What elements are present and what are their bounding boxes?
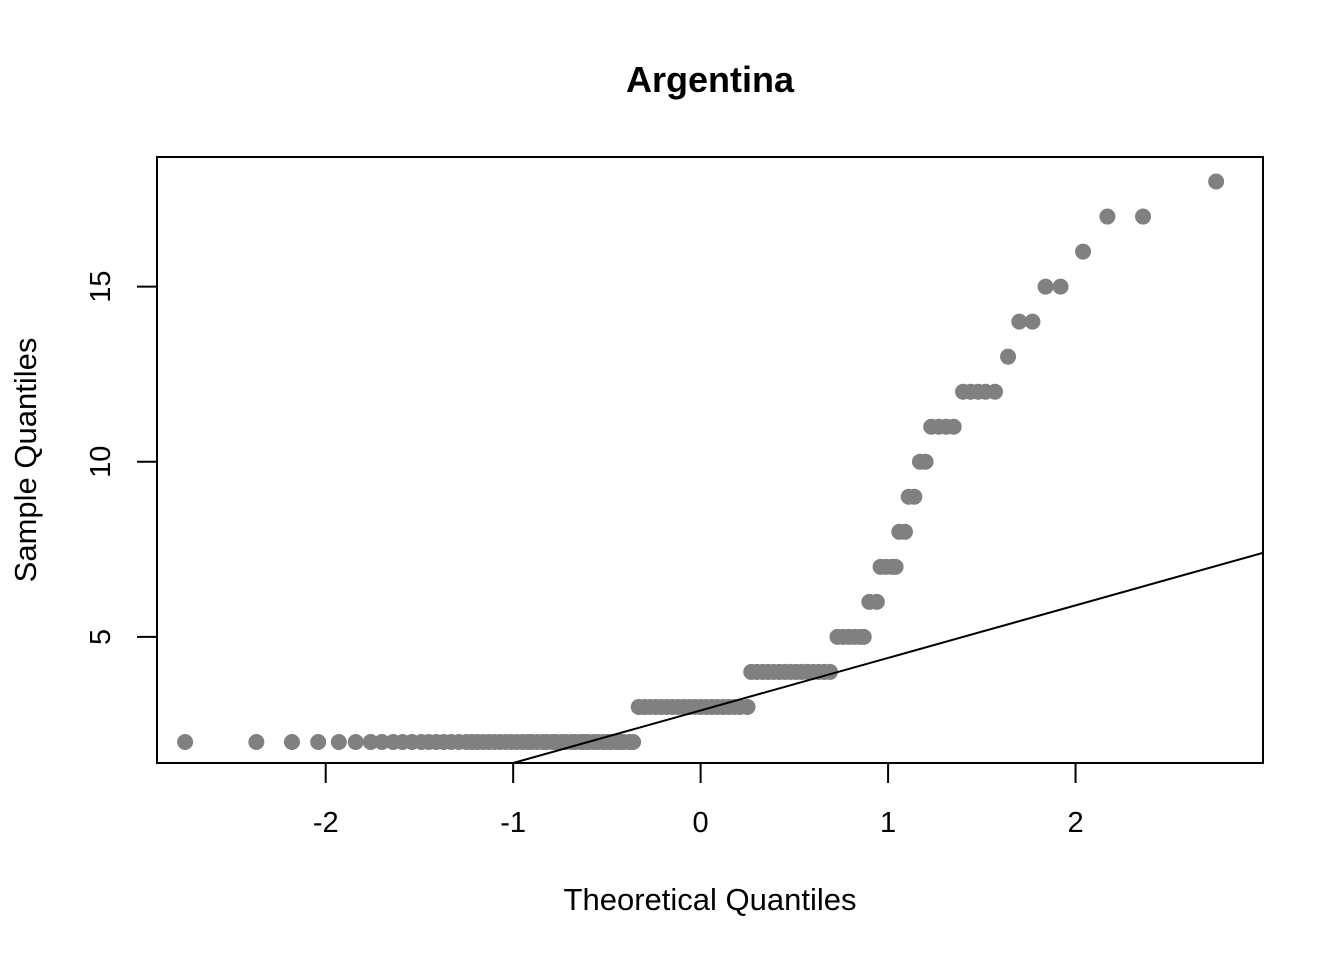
data-point — [177, 733, 194, 750]
data-point — [868, 593, 885, 610]
data-point — [1024, 313, 1041, 330]
x-tick-label: -1 — [500, 807, 526, 839]
y-tick-label: 15 — [85, 270, 117, 302]
data-point — [917, 453, 934, 470]
data-point — [625, 733, 642, 750]
data-point — [283, 733, 300, 750]
data-point — [945, 418, 962, 435]
data-point — [1052, 278, 1069, 295]
x-tick-label: 2 — [1067, 807, 1083, 839]
data-point — [1099, 208, 1116, 225]
data-point — [1135, 208, 1152, 225]
x-axis: -2 -1 0 1 2 — [313, 763, 1084, 839]
data-point — [310, 733, 327, 750]
data-point — [1208, 173, 1225, 190]
y-axis-label: Sample Quantiles — [8, 338, 43, 583]
x-axis-label: Theoretical Quantiles — [564, 882, 857, 917]
plot-frame — [156, 156, 1264, 764]
y-axis: 5 10 15 — [85, 270, 157, 645]
data-point — [1075, 243, 1092, 260]
data-point — [739, 698, 756, 715]
data-point — [248, 733, 265, 750]
data-point — [906, 488, 923, 505]
data-point — [1011, 313, 1028, 330]
x-tick-label: 0 — [693, 807, 709, 839]
reference-line-layer — [509, 551, 1263, 763]
data-point — [362, 733, 379, 750]
data-point — [1037, 278, 1054, 295]
data-point — [347, 733, 364, 750]
data-point — [887, 558, 904, 575]
data-point — [330, 733, 347, 750]
y-tick-label: 5 — [85, 629, 117, 645]
y-tick-label: 10 — [85, 446, 117, 478]
x-tick-label: -2 — [313, 807, 339, 839]
chart-title: Argentina — [626, 59, 795, 100]
data-point — [896, 523, 913, 540]
points-layer — [177, 173, 1225, 750]
x-tick-label: 1 — [880, 807, 896, 839]
data-point — [855, 628, 872, 645]
data-point — [986, 383, 1003, 400]
data-point — [1000, 348, 1017, 365]
reference-line — [509, 551, 1263, 763]
data-point — [373, 733, 390, 750]
